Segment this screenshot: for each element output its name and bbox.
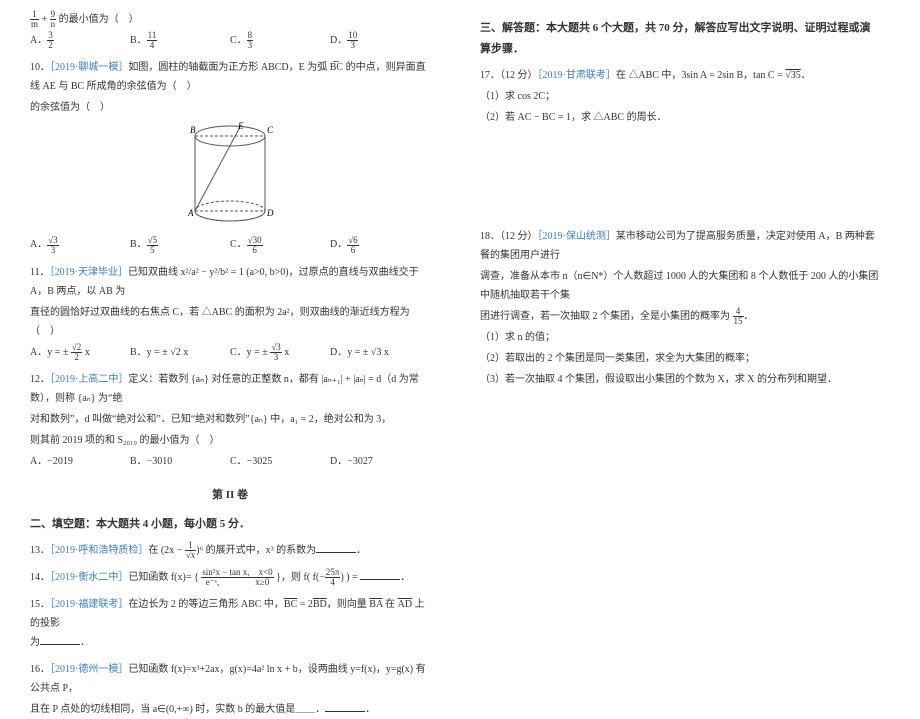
q11-opt-a: A．y = ± √22 x (30, 343, 130, 362)
q12-text2: 对和数列”，d 叫做“绝对公和”．已知“绝对和数列”{aₙ} 中，a₁ = 2，… (30, 410, 430, 429)
q14: 14．［2019·衡水二中］已知函数 f(x)= { sin²x − tan x… (30, 568, 430, 587)
q12-opt-c: C．−3025 (230, 452, 330, 471)
q16-blank (325, 702, 365, 712)
q15-blank (40, 635, 80, 645)
q9-opt-d: D．103 (330, 31, 430, 50)
q11-source: ［2019·天津毕业］ (50, 267, 128, 278)
q11-opt-c: C．y = ± √33 x (230, 343, 330, 362)
q18-head: 18．（12 分） (480, 231, 538, 242)
q10-opt-a: A．√33 (30, 235, 130, 254)
q9-frac: 1m (30, 10, 39, 29)
q9-opt-c: C．83 (230, 31, 330, 50)
ans-title: 三、解答题：本大题共 6 个大题，共 70 分，解答应写出文字说明、证明过程或演… (480, 18, 880, 60)
svg-text:A: A (187, 208, 194, 218)
q12-opt-d: D．−3027 (330, 452, 430, 471)
q15: 15．［2019·福建联考］在边长为 2 的等边三角形 ABC 中，BC = 2… (30, 595, 430, 652)
q9-opt-a: A．32 (30, 31, 130, 50)
q13-source: ［2019·呼和浩特质检］ (50, 545, 148, 556)
q13-text: 在 (2x − 1√x)⁶ 的展开式中，x³ 的系数为 (148, 545, 316, 556)
q10-opt-d: D．√66 (330, 235, 430, 254)
q18-text2: 调查，准备从本市 n（n∈N*）个人数超过 1000 人的大集团和 8 个人数低… (480, 267, 880, 305)
q15-source: ［2019·福建联考］ (50, 599, 128, 610)
fill-title: 二、填空题：本大题共 4 小题，每小题 5 分． (30, 514, 430, 535)
q11: 11．［2019·天津毕业］已知双曲线 x²/a² − y²/b² = 1 (a… (30, 263, 430, 362)
q10-opt-b: B．√55 (130, 235, 230, 254)
q14-source: ［2019·衡水二中］ (50, 572, 128, 583)
q12-text3: 则其前 2019 项的和 S₂₀₁₉ 的最小值为（ ） (30, 431, 430, 450)
q9-opt-b: B．114 (130, 31, 230, 50)
cylinder-figure: B C A D E (170, 121, 290, 231)
right-column: 三、解答题：本大题共 6 个大题，共 70 分，解答应写出文字说明、证明过程或演… (460, 0, 920, 651)
q11-opt-d: D．y = ± √3 x (330, 343, 430, 362)
q18: 18．（12 分）［2019·保山统测］某市移动公司为了提高服务质量，决定对使用… (480, 227, 880, 389)
q17-source: ［2019·甘肃联考］ (538, 70, 616, 81)
q17-sub2: （2）若 AC − BC = 1，求 △ABC 的周长． (480, 108, 880, 127)
q13: 13．［2019·呼和浩特质检］在 (2x − 1√x)⁶ 的展开式中，x³ 的… (30, 541, 430, 560)
q10: 10．［2019·聊城一模］如图，圆柱的轴截面为正方形 ABCD，E 为弧 B͡… (30, 58, 430, 254)
part2-title: 第 II 卷 (30, 485, 430, 506)
q14-blank (360, 570, 400, 580)
q16: 16．［2019·德州一模］已知函数 f(x)=x³+2ax，g(x)=4a² … (30, 660, 430, 719)
q9-tail: 1m + 9n 的最小值为（ ） A．32 B．114 C．83 D．103 (30, 10, 430, 50)
q18-sub1: （1）求 n 的值； (480, 328, 880, 347)
q17-text: 在 △ABC 中，3sin A = 2sin B，tan C = √35． (616, 70, 811, 81)
q10-opt-c: C．√306 (230, 235, 330, 254)
q12-opt-a: A．−2019 (30, 452, 130, 471)
q11-text2: 直径的圆恰好过双曲线的右焦点 C，若 △ABC 的面积为 2a²，则双曲线的渐近… (30, 303, 430, 341)
left-column: 1m + 9n 的最小值为（ ） A．32 B．114 C．83 D．103 1… (0, 0, 460, 651)
svg-text:C: C (267, 125, 274, 135)
q12-source: ［2019·上高二中］ (50, 374, 128, 385)
q14-text: 已知函数 f(x)= { sin²x − tan x, x<0e⁻ˣ, x≥0 … (128, 572, 360, 583)
q17-head: 17．（12 分） (480, 70, 538, 81)
q10-source: ［2019·聊城一模］ (50, 62, 128, 73)
q12: 12．［2019·上高二中］定义：若数列 {aₙ} 对任意的正整数 n，都有 |… (30, 370, 430, 471)
q11-opt-b: B．y = ± √2 x (130, 343, 230, 362)
q12-opt-b: B．−3010 (130, 452, 230, 471)
q18-source: ［2019·保山统测］ (538, 231, 616, 242)
q18-sub2: （2）若取出的 2 个集团是同一类集团，求全为大集团的概率； (480, 349, 880, 368)
q18-sub3: （3）若一次抽取 4 个集团，假设取出小集团的个数为 X，求 X 的分布列和期望… (480, 370, 880, 389)
q17-sub1: （1）求 cos 2C； (480, 87, 880, 106)
svg-text:B: B (190, 125, 196, 135)
q16-text2: 且在 P 点处的切线相同，当 a∈(0,+∞) 时，实数 b 的最大值是＿＿． (30, 704, 325, 715)
q18-text3: 团进行调查，若一次抽取 2 个集团，全是小集团的概率为 415． (480, 311, 754, 322)
q17: 17．（12 分）［2019·甘肃联考］在 △ABC 中，3sin A = 2s… (480, 66, 880, 127)
q16-source: ［2019·德州一模］ (50, 664, 128, 675)
svg-text:E: E (237, 121, 244, 131)
svg-text:D: D (266, 208, 274, 218)
q9-text: 的最小值为（ ） (59, 14, 139, 25)
q13-blank (316, 543, 356, 553)
